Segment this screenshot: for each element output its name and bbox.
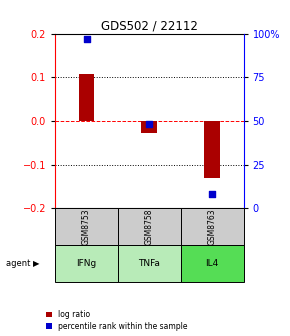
Text: agent ▶: agent ▶: [6, 259, 39, 268]
Point: [147, 122, 152, 127]
Point: [210, 192, 215, 197]
Text: IL4: IL4: [206, 259, 219, 268]
Point: [84, 36, 89, 42]
Text: GSM8753: GSM8753: [82, 208, 91, 245]
Legend: log ratio, percentile rank within the sample: log ratio, percentile rank within the sa…: [44, 309, 189, 332]
Bar: [142, 121, 157, 133]
Bar: [204, 121, 220, 178]
Title: GDS502 / 22112: GDS502 / 22112: [101, 19, 198, 33]
Text: GSM8758: GSM8758: [145, 209, 154, 245]
Text: GSM8763: GSM8763: [208, 208, 217, 245]
Text: IFNg: IFNg: [76, 259, 97, 268]
Bar: [79, 74, 94, 121]
Text: TNFa: TNFa: [138, 259, 160, 268]
